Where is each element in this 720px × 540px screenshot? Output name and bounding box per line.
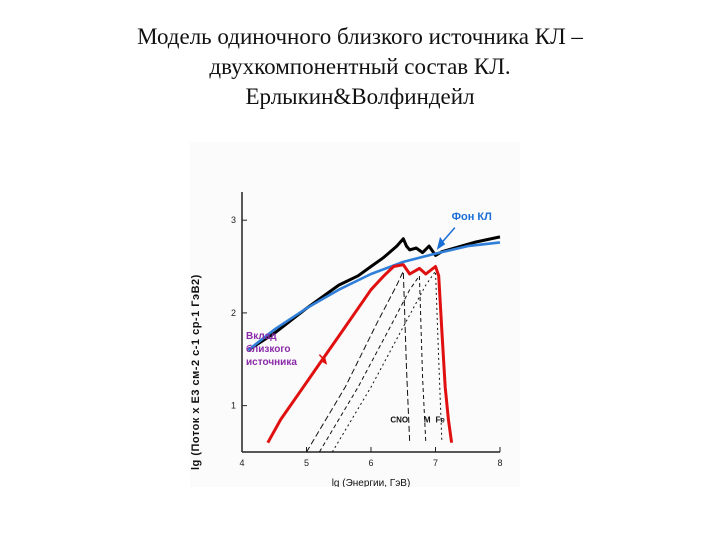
chart-svg: 4 5 6 7 8 1 2 3 lg (Энергии, ГэВ) Фон КЛ Вкладбли… <box>231 192 503 487</box>
y-tick-label: 2 <box>231 308 236 318</box>
annotation-background-arrowhead <box>436 236 446 250</box>
x-tick-label: 4 <box>239 458 244 468</box>
x-tick-label: 8 <box>497 458 502 468</box>
annotation-source-label-line: близкого <box>246 343 291 355</box>
series-line-m <box>318 275 427 453</box>
x-tick-label: 6 <box>368 458 373 468</box>
slide-title: Модель одиночного близкого источника КЛ … <box>0 22 720 112</box>
series-line-background <box>247 241 501 352</box>
title-line-1: Модель одиночного близкого источника КЛ … <box>137 24 583 49</box>
title-line-3: Ерлыкин&Волфиндейл <box>245 84 475 109</box>
x-axis-label: lg (Энергии, ГэВ) <box>332 478 411 487</box>
series-line-total <box>247 235 501 352</box>
series-line-fe <box>331 270 443 453</box>
x-tick-label: 7 <box>433 458 438 468</box>
annotation-source-label-line: источника <box>246 357 297 368</box>
series-line-source <box>266 263 454 444</box>
chart-figure: 4 5 6 7 8 1 2 3 lg (Энергии, ГэВ) Фон КЛ Вклад бли… <box>190 142 520 487</box>
y-tick-label: 3 <box>231 215 236 225</box>
y-axis-label: lg (Поток x E3 см-2 с-1 ср-1 ГэВ2) <box>190 274 202 470</box>
annotation-source-label-line: Вклад <box>246 331 277 342</box>
annotation-cno-label: CNO <box>390 415 408 424</box>
annotation-background-label: Фон КЛ <box>452 211 492 223</box>
annotation-source-arrowhead <box>320 354 328 365</box>
y-tick-label: 1 <box>231 401 236 411</box>
annotation-fe-label: Fe <box>436 415 446 424</box>
series-line-cno <box>306 270 411 453</box>
x-tick-label: 5 <box>304 458 309 468</box>
annotation-m-label: M <box>424 415 431 424</box>
title-line-2: двухкомпонентный состав КЛ. <box>209 54 511 79</box>
